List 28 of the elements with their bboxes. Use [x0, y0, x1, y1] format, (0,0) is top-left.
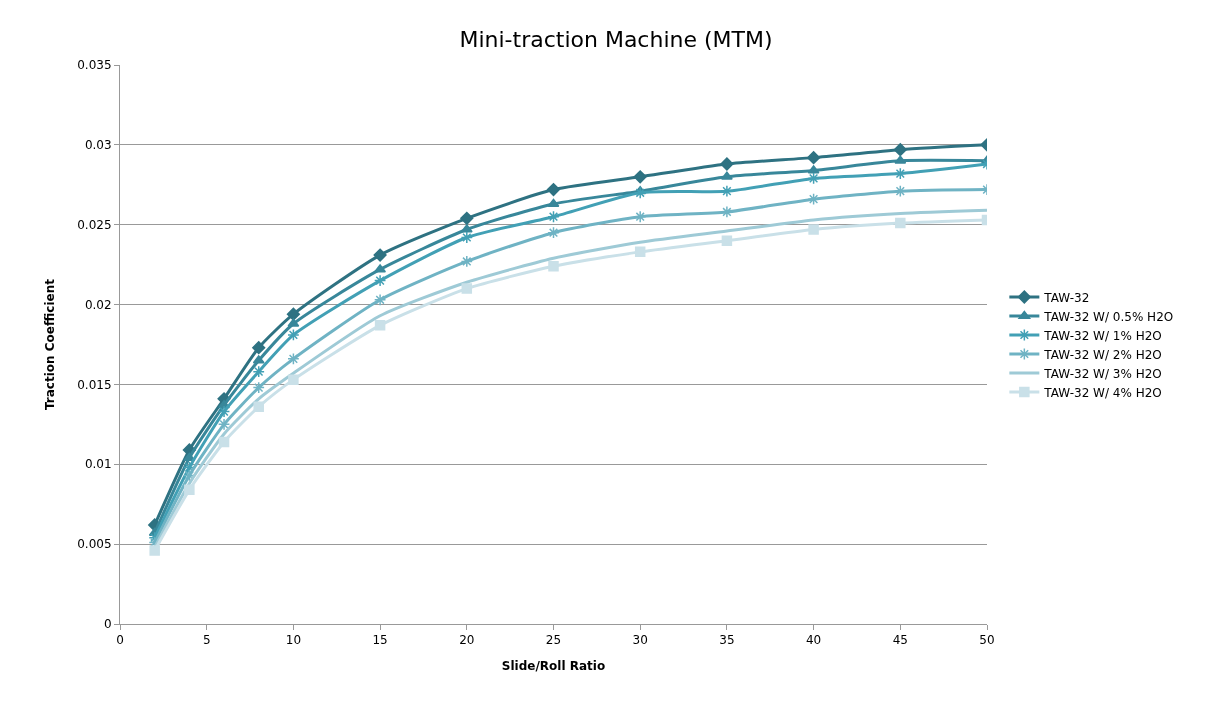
legend-label: TAW-32 W/ 0.5% H2O: [1043, 309, 1174, 324]
chart-title: Mini-traction Machine (MTM): [459, 27, 773, 53]
y-tick-label: 0.03: [84, 138, 112, 153]
x-tick-label: 10: [285, 633, 302, 648]
x-tick-label: 5: [202, 633, 211, 648]
y-tick-label: 0: [103, 617, 112, 632]
x-tick-label: 25: [545, 633, 562, 648]
y-tick-label: 0.025: [77, 217, 112, 232]
x-tick-label: 0: [116, 633, 124, 648]
legend-label: TAW-32 W/ 4% H2O: [1043, 385, 1162, 400]
x-tick-label: 20: [459, 633, 475, 648]
y-axis-title: Traction Coefficient: [42, 278, 57, 411]
x-tick-label: 40: [805, 633, 822, 648]
x-axis-title: Slide/Roll Ratio: [501, 659, 606, 673]
legend-label: TAW-32 W/ 2% H2O: [1043, 347, 1162, 362]
legend-label: TAW-32: [1043, 290, 1090, 305]
y-tick-label: 0.01: [84, 457, 112, 472]
x-tick-label: 30: [632, 633, 648, 648]
y-tick-label: 0.02: [84, 297, 112, 312]
legend-label: TAW-32 W/ 3% H2O: [1043, 366, 1162, 381]
y-tick-label: 0.035: [77, 58, 112, 73]
y-tick-label: 0.015: [77, 377, 112, 392]
x-tick-label: 50: [979, 633, 995, 648]
y-tick-label: 0.005: [77, 537, 112, 552]
x-tick-label: 15: [372, 633, 388, 648]
legend-label: TAW-32 W/ 1% H2O: [1043, 328, 1162, 343]
x-tick-label: 45: [892, 633, 908, 648]
x-tick-label: 35: [719, 633, 735, 648]
